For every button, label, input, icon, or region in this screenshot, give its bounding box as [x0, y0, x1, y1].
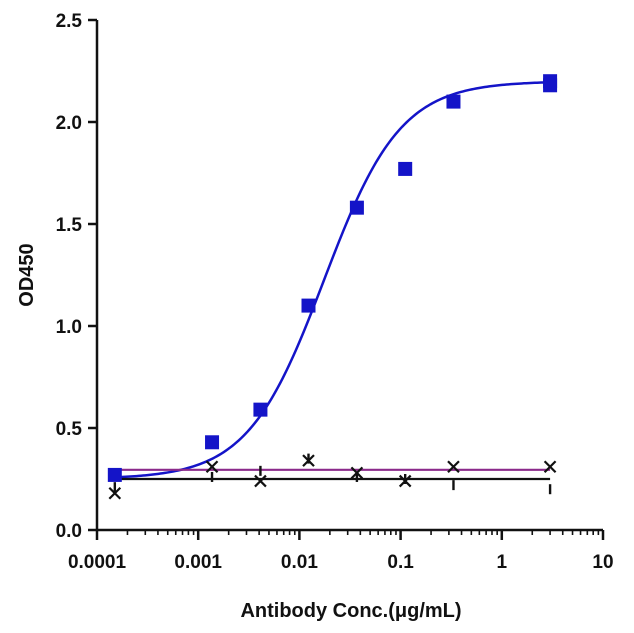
series-1-point	[254, 474, 267, 488]
series-0-point	[205, 435, 220, 450]
y-tick-label: 1.5	[56, 215, 83, 236]
series-1-point	[108, 487, 122, 500]
x-tick-label: 0.0001	[68, 552, 127, 573]
series-0-point	[398, 161, 413, 176]
y-tick-label: 0.0	[56, 521, 82, 542]
x-stroke	[254, 474, 267, 488]
x-tick-label: 0.001	[174, 552, 222, 573]
fit-lines	[114, 81, 551, 481]
x-stroke	[447, 460, 460, 474]
series-0-fit-curve	[114, 81, 551, 479]
x-tick-label: 10	[592, 552, 613, 573]
y-axis-label: OD450	[16, 243, 38, 306]
x-stroke	[543, 460, 557, 474]
series-0-point	[107, 467, 122, 482]
y-tick-label: 1.0	[56, 317, 82, 338]
series-1-point	[543, 460, 557, 474]
series-0-point	[446, 94, 461, 109]
series-0-point	[543, 78, 558, 93]
series-1-point	[205, 460, 219, 474]
y-tick-label: 2.0	[56, 113, 82, 134]
x-tick-label: 0.1	[387, 552, 414, 573]
series-1-point	[447, 460, 460, 474]
series-0-point	[349, 200, 364, 215]
series-0-point	[301, 298, 316, 313]
y-tick-label: 2.5	[56, 11, 83, 32]
x-stroke	[205, 460, 219, 474]
x-axis-label: Antibody Conc.(μg/mL)	[240, 600, 461, 622]
y-tick-label: 0.5	[56, 419, 83, 440]
x-tick-label: 1	[497, 552, 508, 573]
x-tick-label: 0.01	[281, 552, 318, 573]
series-0-point	[253, 402, 268, 417]
axis-labels: OD450 Antibody Conc.(μg/mL)	[16, 243, 462, 622]
axes: 0.0 0.5 1.0 1.5 2.0 2.5 0.0001 0.001 0.01 0.1 1 10	[56, 11, 614, 573]
data-markers	[107, 74, 558, 500]
x-stroke	[108, 487, 122, 500]
